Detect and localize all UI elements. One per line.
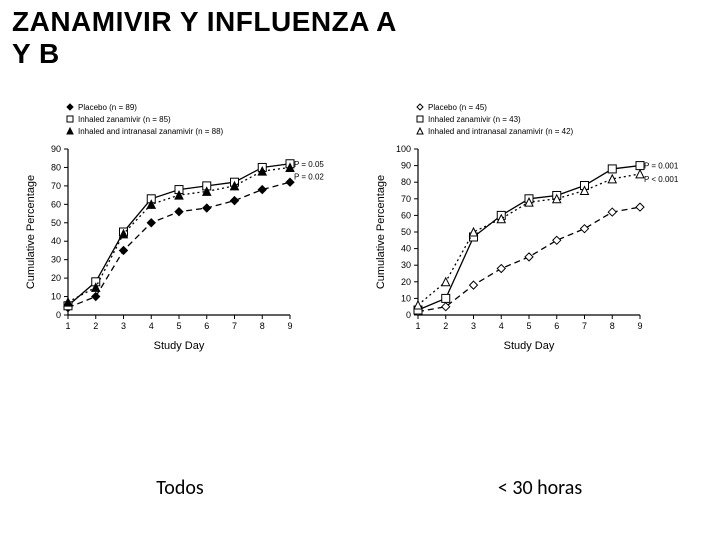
- svg-text:3: 3: [121, 321, 126, 331]
- svg-text:2: 2: [443, 321, 448, 331]
- title-line-1: ZANAMIVIR Y INFLUENZA A: [12, 6, 397, 38]
- svg-text:Placebo (n = 89): Placebo (n = 89): [78, 103, 137, 112]
- svg-text:Inhaled zanamivir (n = 43): Inhaled zanamivir (n = 43): [428, 115, 521, 124]
- svg-text:Inhaled zanamivir (n = 85): Inhaled zanamivir (n = 85): [78, 115, 171, 124]
- svg-text:0: 0: [56, 310, 61, 320]
- svg-text:P = 0.05: P = 0.05: [294, 160, 324, 169]
- svg-text:70: 70: [401, 194, 411, 204]
- svg-text:7: 7: [582, 321, 587, 331]
- right-chart-cell: 0 10 20 30 40 50 60 70 80 90 100 1 2 3 4 5 6 7 8 9 Cumulativ…: [370, 95, 700, 355]
- svg-text:4: 4: [499, 321, 504, 331]
- svg-text:40: 40: [51, 236, 61, 246]
- svg-text:80: 80: [401, 177, 411, 187]
- svg-text:20: 20: [401, 277, 411, 287]
- caption-right: < 30 horas: [360, 476, 720, 500]
- left-chart-cell: 0 10 20 30 40 50 60 70 80 90 1 2 3 4 5 6 7 8 9 Cumulative P…: [20, 95, 350, 355]
- svg-text:60: 60: [401, 210, 411, 220]
- svg-text:Placebo (n = 45): Placebo (n = 45): [428, 103, 487, 112]
- svg-text:Inhaled and intranasal zanamiv: Inhaled and intranasal zanamivir (n = 42…: [428, 127, 574, 136]
- svg-text:30: 30: [51, 255, 61, 265]
- caption-left: Todos: [0, 476, 360, 500]
- svg-text:8: 8: [610, 321, 615, 331]
- svg-text:90: 90: [51, 144, 61, 154]
- svg-text:Inhaled and intranasal zanamiv: Inhaled and intranasal zanamivir (n = 88…: [78, 127, 224, 136]
- left-chart: 0 10 20 30 40 50 60 70 80 90 1 2 3 4 5 6 7 8 9 Cumulative P…: [20, 95, 350, 355]
- svg-text:P < 0.001: P < 0.001: [644, 175, 679, 184]
- svg-text:50: 50: [401, 227, 411, 237]
- svg-text:9: 9: [287, 321, 292, 331]
- svg-text:1: 1: [415, 321, 420, 331]
- svg-text:P = 0.02: P = 0.02: [294, 173, 324, 182]
- svg-text:6: 6: [204, 321, 209, 331]
- svg-text:2: 2: [93, 321, 98, 331]
- svg-text:Cumulative Percentage: Cumulative Percentage: [375, 175, 387, 289]
- svg-text:1: 1: [65, 321, 70, 331]
- svg-text:Study Day: Study Day: [154, 340, 205, 352]
- svg-text:5: 5: [526, 321, 531, 331]
- svg-text:0: 0: [406, 310, 411, 320]
- svg-text:70: 70: [51, 181, 61, 191]
- right-chart: 0 10 20 30 40 50 60 70 80 90 100 1 2 3 4 5 6 7 8 9 Cumulativ…: [370, 95, 700, 355]
- svg-text:7: 7: [232, 321, 237, 331]
- svg-text:50: 50: [51, 218, 61, 228]
- svg-text:4: 4: [149, 321, 154, 331]
- svg-text:90: 90: [401, 161, 411, 171]
- svg-text:80: 80: [51, 162, 61, 172]
- svg-text:30: 30: [401, 260, 411, 270]
- svg-text:40: 40: [401, 244, 411, 254]
- svg-text:100: 100: [396, 144, 411, 154]
- title-line-2: Y B: [12, 38, 397, 70]
- svg-text:10: 10: [401, 293, 411, 303]
- svg-text:P = 0.001: P = 0.001: [644, 162, 679, 171]
- svg-text:Cumulative Percentage: Cumulative Percentage: [25, 175, 37, 289]
- charts-row: 0102030405060708090123456789Cumulative P…: [20, 95, 700, 355]
- svg-text:6: 6: [554, 321, 559, 331]
- svg-text:8: 8: [260, 321, 265, 331]
- slide-title: ZANAMIVIR Y INFLUENZA A Y B: [12, 6, 397, 70]
- svg-text:60: 60: [51, 199, 61, 209]
- svg-text:20: 20: [51, 273, 61, 283]
- svg-text:9: 9: [637, 321, 642, 331]
- svg-text:5: 5: [176, 321, 181, 331]
- svg-text:10: 10: [51, 292, 61, 302]
- caption-row: Todos < 30 horas: [0, 476, 720, 500]
- svg-text:Study Day: Study Day: [504, 340, 555, 352]
- svg-text:3: 3: [471, 321, 476, 331]
